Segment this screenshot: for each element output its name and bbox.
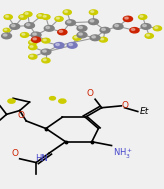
- Circle shape: [3, 28, 10, 32]
- Circle shape: [141, 24, 151, 29]
- Circle shape: [139, 15, 147, 19]
- Text: O: O: [121, 101, 128, 110]
- Circle shape: [43, 59, 46, 61]
- Circle shape: [22, 33, 25, 35]
- Circle shape: [90, 35, 100, 41]
- Circle shape: [77, 32, 87, 38]
- Circle shape: [5, 15, 9, 17]
- Circle shape: [38, 14, 41, 16]
- Circle shape: [56, 17, 59, 19]
- Circle shape: [43, 15, 46, 17]
- Circle shape: [33, 33, 36, 35]
- Circle shape: [25, 23, 34, 28]
- Circle shape: [50, 97, 55, 100]
- Circle shape: [30, 55, 33, 57]
- Circle shape: [33, 38, 36, 40]
- Circle shape: [99, 37, 107, 42]
- Circle shape: [4, 29, 7, 30]
- Circle shape: [26, 24, 30, 26]
- Circle shape: [79, 26, 82, 29]
- Circle shape: [64, 11, 68, 12]
- Circle shape: [102, 28, 105, 30]
- Circle shape: [153, 26, 162, 31]
- Circle shape: [56, 43, 59, 46]
- Circle shape: [146, 34, 150, 36]
- Circle shape: [11, 25, 15, 27]
- Circle shape: [19, 15, 27, 19]
- Circle shape: [73, 36, 81, 40]
- Circle shape: [89, 19, 98, 25]
- Circle shape: [43, 50, 46, 52]
- Circle shape: [155, 27, 158, 29]
- Circle shape: [20, 33, 29, 37]
- Circle shape: [59, 30, 63, 32]
- Circle shape: [3, 34, 7, 36]
- Text: Et: Et: [139, 107, 149, 116]
- Circle shape: [31, 37, 41, 42]
- Text: O: O: [86, 89, 93, 98]
- Circle shape: [41, 49, 51, 55]
- Circle shape: [43, 39, 46, 41]
- Circle shape: [74, 36, 77, 38]
- Circle shape: [20, 15, 23, 17]
- Circle shape: [25, 12, 28, 14]
- Circle shape: [54, 43, 64, 48]
- Circle shape: [115, 25, 118, 27]
- Circle shape: [37, 14, 45, 19]
- Circle shape: [4, 15, 12, 19]
- Text: NH$_3^+$: NH$_3^+$: [113, 146, 133, 161]
- Circle shape: [46, 26, 50, 29]
- Circle shape: [24, 12, 32, 17]
- Circle shape: [67, 43, 77, 48]
- Circle shape: [67, 21, 71, 23]
- Circle shape: [66, 20, 75, 26]
- Circle shape: [58, 29, 67, 35]
- Circle shape: [130, 28, 139, 33]
- Circle shape: [8, 99, 15, 103]
- Circle shape: [55, 16, 63, 21]
- Circle shape: [89, 10, 98, 15]
- Circle shape: [42, 58, 50, 63]
- Circle shape: [79, 33, 82, 35]
- Circle shape: [125, 17, 128, 19]
- Circle shape: [145, 34, 153, 38]
- Circle shape: [29, 54, 37, 59]
- Circle shape: [91, 11, 94, 12]
- Circle shape: [10, 24, 20, 29]
- Circle shape: [140, 15, 143, 17]
- Circle shape: [113, 24, 123, 29]
- Circle shape: [143, 25, 146, 27]
- Circle shape: [69, 43, 72, 46]
- Circle shape: [123, 16, 133, 22]
- Circle shape: [77, 26, 87, 31]
- Circle shape: [42, 15, 50, 19]
- Circle shape: [29, 40, 37, 45]
- Circle shape: [29, 45, 37, 50]
- Circle shape: [131, 28, 135, 30]
- Circle shape: [2, 33, 11, 39]
- Circle shape: [30, 46, 33, 47]
- Circle shape: [59, 99, 66, 103]
- Text: HN: HN: [35, 154, 48, 163]
- Circle shape: [42, 38, 50, 43]
- Circle shape: [31, 32, 41, 38]
- Circle shape: [63, 10, 71, 15]
- Circle shape: [90, 20, 94, 22]
- Circle shape: [30, 41, 33, 43]
- Circle shape: [101, 38, 104, 40]
- Text: O: O: [18, 111, 25, 120]
- Circle shape: [44, 26, 54, 31]
- Circle shape: [100, 27, 110, 33]
- Text: O: O: [11, 149, 18, 158]
- Circle shape: [92, 36, 95, 38]
